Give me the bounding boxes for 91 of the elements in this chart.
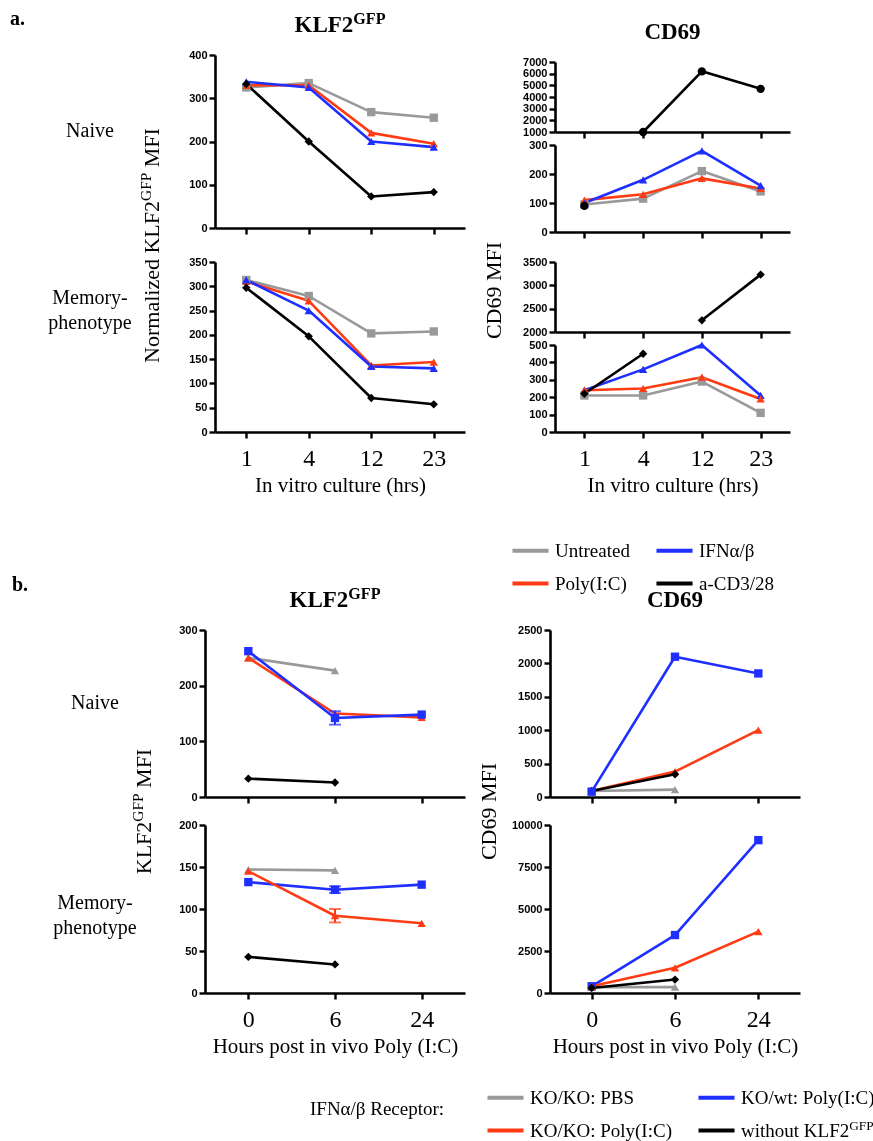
y-tick-label: 7000 <box>523 55 548 68</box>
chart-title: CD69 <box>644 19 701 44</box>
y-tick-label: 100 <box>179 902 198 915</box>
legend-label: KO/wt: Poly(I:C) <box>741 1086 873 1109</box>
y-tick-label: 50 <box>195 401 208 414</box>
y-tick-label: 200 <box>529 167 548 180</box>
x-tick-label: 12 <box>359 444 384 471</box>
y-tick-label: 7500 <box>518 860 543 873</box>
y-tick-label: 3000 <box>523 278 548 291</box>
x-tick-label: 12 <box>690 444 715 471</box>
y-axis-title: CD69 MFI <box>480 241 506 340</box>
x-tick-label: 6 <box>669 1005 682 1032</box>
y-tick-label: 2000 <box>523 113 548 126</box>
x-tick-label: 24 <box>746 1005 771 1032</box>
x-tick-label: 23 <box>422 444 447 471</box>
y-tick-label: 200 <box>529 390 548 403</box>
y-tick-label: 2500 <box>523 302 548 315</box>
y-tick-label: 2000 <box>518 656 543 669</box>
x-tick-label: 0 <box>586 1005 599 1032</box>
y-tick-label: 3000 <box>523 102 548 115</box>
y-tick-label: 1500 <box>518 690 543 703</box>
text: a. <box>10 6 26 31</box>
y-tick-label: 0 <box>201 425 208 438</box>
y-tick-label: 300 <box>179 623 198 636</box>
y-tick-label: 200 <box>189 328 208 341</box>
y-tick-label: 150 <box>189 352 208 365</box>
y-tick-label: 1000 <box>518 723 543 736</box>
text: Memory-phenotype <box>47 285 133 335</box>
y-tick-label: 500 <box>524 757 543 770</box>
y-tick-label: 0 <box>541 225 548 238</box>
y-tick-label: 100 <box>529 408 548 421</box>
x-axis-title: In vitro culture (hrs) <box>255 472 426 497</box>
x-tick-label: 0 <box>242 1005 255 1032</box>
x-tick-label: 24 <box>410 1005 435 1032</box>
x-tick-label: 1 <box>240 444 253 471</box>
y-tick-label: 0 <box>536 986 543 999</box>
y-tick-label: 300 <box>529 373 548 386</box>
y-tick-label: 500 <box>529 338 548 351</box>
y-tick-label: 100 <box>529 196 548 209</box>
y-tick-label: 150 <box>179 860 198 873</box>
legend-label: KO/KO: PBS <box>530 1086 634 1108</box>
y-tick-label: 200 <box>189 135 208 147</box>
y-tick-label: 0 <box>536 790 543 803</box>
y-tick-label: 200 <box>179 679 198 692</box>
legend-label: without KLF2$^{GFP}$ <box>741 1117 873 1141</box>
text: Naive <box>70 690 120 715</box>
text: Naive <box>65 118 115 143</box>
y-tick-label: 5000 <box>523 78 548 91</box>
y-tick-label: 2500 <box>518 944 543 957</box>
y-tick-label: 400 <box>529 355 548 368</box>
y-tick-label: 2000 <box>523 325 548 338</box>
y-tick-label: 0 <box>541 425 548 438</box>
legend-title: IFNα/β Receptor: <box>310 1098 445 1119</box>
x-axis-title: Hours post in vivo Poly (I:C) <box>212 1033 459 1058</box>
x-tick-label: 4 <box>303 444 316 471</box>
y-tick-label: 50 <box>185 944 198 957</box>
legend-label: IFNα/β <box>699 539 755 561</box>
y-tick-label: 300 <box>189 91 208 104</box>
y-axis-title: CD69 MFI <box>475 762 501 861</box>
y-tick-label: 10000 <box>511 818 543 831</box>
legend-label: Untreated <box>555 539 631 561</box>
y-tick-label: 400 <box>189 48 208 61</box>
legend-label: KO/KO: Poly(I:C) <box>530 1119 672 1141</box>
x-tick-label: 23 <box>749 444 774 471</box>
y-tick-label: 350 <box>189 255 208 268</box>
y-tick-label: 100 <box>189 376 208 389</box>
y-tick-label: 100 <box>179 734 198 747</box>
y-tick-label: 0 <box>191 986 198 999</box>
y-tick-label: 6000 <box>523 67 548 80</box>
y-tick-label: 250 <box>189 304 208 317</box>
y-tick-label: 3500 <box>523 255 548 268</box>
x-axis-title: In vitro culture (hrs) <box>587 472 759 497</box>
y-tick-label: 2500 <box>518 623 543 636</box>
y-tick-label: 4000 <box>523 90 548 103</box>
x-tick-label: 1 <box>578 444 591 471</box>
y-tick-label: 300 <box>529 138 548 151</box>
y-tick-label: 0 <box>191 790 198 803</box>
chart-title: KLF2$^{GFP}$ <box>294 9 386 37</box>
y-tick-label: 1000 <box>523 125 548 138</box>
y-tick-label: 0 <box>201 221 208 234</box>
text: b. <box>12 572 30 597</box>
y-tick-label: 300 <box>189 279 208 292</box>
text: Memory-phenotype <box>52 890 138 940</box>
legend-label: Poly(I:C) <box>555 572 627 595</box>
y-tick-label: 200 <box>179 818 198 831</box>
y-tick-label: 100 <box>189 178 208 191</box>
x-axis-title: Hours post in vivo Poly (I:C) <box>552 1033 799 1058</box>
x-tick-label: 6 <box>329 1005 342 1032</box>
y-tick-label: 5000 <box>518 902 543 915</box>
x-tick-label: 4 <box>637 444 650 471</box>
chart-title: KLF2$^{GFP}$ <box>289 584 381 612</box>
